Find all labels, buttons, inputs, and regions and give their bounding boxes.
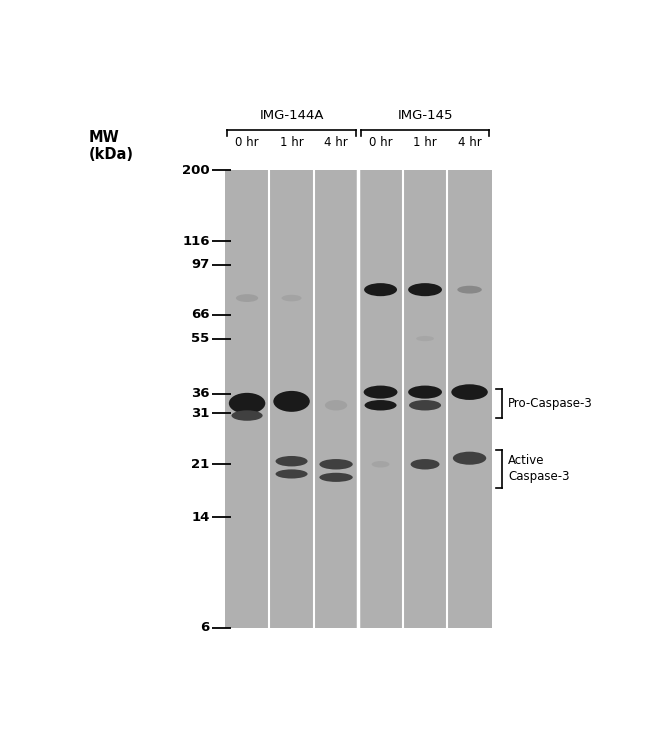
Ellipse shape [372, 461, 389, 468]
Ellipse shape [409, 400, 441, 410]
Text: 116: 116 [182, 235, 210, 247]
Text: 31: 31 [191, 407, 210, 420]
Ellipse shape [325, 400, 347, 410]
Ellipse shape [273, 391, 310, 412]
Text: Active
Caspase-3: Active Caspase-3 [508, 454, 569, 483]
Text: IMG-144A: IMG-144A [259, 109, 324, 122]
Text: 1 hr: 1 hr [280, 137, 304, 150]
Ellipse shape [281, 295, 302, 302]
Text: 0 hr: 0 hr [235, 137, 259, 150]
Text: 55: 55 [192, 332, 210, 345]
Ellipse shape [236, 294, 258, 302]
Text: Pro-Caspase-3: Pro-Caspase-3 [508, 396, 593, 410]
Ellipse shape [231, 410, 263, 421]
Text: 0 hr: 0 hr [369, 137, 393, 150]
Text: MW: MW [89, 130, 120, 145]
Ellipse shape [364, 283, 397, 297]
Text: 66: 66 [191, 308, 210, 321]
Ellipse shape [365, 400, 396, 410]
Ellipse shape [229, 393, 265, 414]
Ellipse shape [363, 385, 397, 399]
Text: 21: 21 [192, 458, 210, 470]
Ellipse shape [319, 473, 353, 482]
Ellipse shape [276, 469, 307, 479]
Ellipse shape [411, 459, 439, 470]
Text: 1 hr: 1 hr [413, 137, 437, 150]
Ellipse shape [276, 456, 307, 466]
Text: IMG-145: IMG-145 [397, 109, 453, 122]
Ellipse shape [451, 385, 488, 400]
Text: 6: 6 [200, 621, 210, 634]
Ellipse shape [408, 283, 442, 297]
Ellipse shape [416, 336, 434, 341]
Text: 200: 200 [182, 164, 210, 177]
Text: (kDa): (kDa) [89, 147, 134, 161]
Ellipse shape [319, 459, 353, 470]
Text: 14: 14 [191, 511, 210, 523]
Ellipse shape [453, 451, 486, 465]
Ellipse shape [458, 286, 482, 294]
Bar [225, 170, 492, 628]
Text: 4 hr: 4 hr [458, 137, 482, 150]
Text: 4 hr: 4 hr [324, 137, 348, 150]
Text: 97: 97 [192, 258, 210, 271]
Ellipse shape [408, 385, 442, 399]
Text: 36: 36 [191, 388, 210, 401]
